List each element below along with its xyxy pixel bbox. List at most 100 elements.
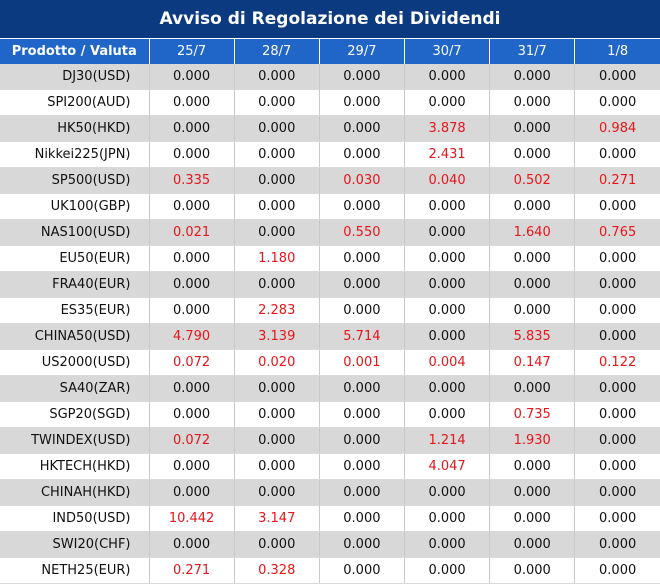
value-cell: 0.000: [149, 89, 235, 116]
value-cell: 0.000: [404, 64, 491, 90]
value-cell: 0.000: [319, 479, 405, 506]
value-cell: 0.000: [574, 375, 660, 402]
value-cell: 0.271: [574, 167, 660, 194]
value-cell: 10.442: [149, 505, 235, 532]
value-cell: 0.000: [489, 115, 576, 142]
value-cell: 0.000: [149, 453, 235, 480]
table-row: FRA40(EUR) 0.000 0.000 0.000 0.000 0.000 0.000: [0, 271, 660, 298]
dividend-table: Prodotto / Valuta 25/7 28/7 29/7 30/7 31…: [0, 39, 660, 584]
value-cell: 0.000: [404, 375, 491, 402]
value-cell: 0.000: [489, 271, 576, 298]
value-cell: 0.021: [149, 219, 235, 246]
table-row: SPI200(AUD) 0.000 0.000 0.000 0.000 0.000 0.00…: [0, 89, 660, 116]
value-cell: 0.000: [149, 245, 235, 272]
table-row: EU50(EUR) 0.000 1.180 0.000 0.000 0.000 0.000: [0, 245, 660, 272]
product-cell: IND50(USD): [0, 505, 150, 532]
value-cell: 0.000: [574, 479, 660, 506]
value-cell: 0.000: [489, 193, 576, 220]
value-cell: 0.000: [574, 505, 660, 532]
table-row: SGP20(SGD) 0.000 0.000 0.000 0.000 0.735 0.000: [0, 401, 660, 428]
value-cell: 0.000: [149, 401, 235, 428]
product-cell: CHINAH(HKD): [0, 479, 150, 506]
value-cell: 4.790: [149, 323, 235, 350]
table-row: IND50(USD) 10.442 3.147 0.000 0.000 0.000 0.00…: [0, 505, 660, 532]
value-cell: 0.000: [319, 453, 405, 480]
value-cell: 0.000: [319, 401, 405, 428]
value-cell: 0.984: [574, 115, 660, 142]
value-cell: 0.000: [234, 115, 320, 142]
value-cell: 0.000: [149, 531, 235, 558]
value-cell: 0.000: [319, 271, 405, 298]
value-cell: 0.000: [404, 479, 491, 506]
value-cell: 0.000: [234, 141, 320, 168]
product-cell: UK100(GBP): [0, 193, 150, 220]
product-cell: FRA40(EUR): [0, 271, 150, 298]
value-cell: 0.328: [234, 557, 320, 584]
value-cell: 5.714: [319, 323, 405, 350]
table-row: SP500(USD) 0.335 0.000 0.030 0.040 0.502 0.271: [0, 167, 660, 194]
value-cell: 0.000: [234, 64, 320, 90]
value-cell: 0.735: [489, 401, 576, 428]
value-cell: 1.214: [404, 427, 491, 454]
value-cell: 0.000: [574, 141, 660, 168]
value-cell: 0.000: [319, 297, 405, 324]
value-cell: 0.502: [489, 167, 576, 194]
value-cell: 0.000: [149, 64, 235, 90]
value-cell: 0.000: [319, 89, 405, 116]
value-cell: 0.000: [234, 193, 320, 220]
value-cell: 0.000: [489, 64, 576, 90]
value-cell: 0.000: [234, 89, 320, 116]
value-cell: 0.030: [319, 167, 405, 194]
value-cell: 1.930: [489, 427, 576, 454]
value-cell: 0.000: [149, 297, 235, 324]
value-cell: 0.000: [319, 427, 405, 454]
value-cell: 4.047: [404, 453, 491, 480]
value-cell: 0.020: [234, 349, 320, 376]
product-cell: NAS100(USD): [0, 219, 150, 246]
product-cell: CHINA50(USD): [0, 323, 150, 350]
value-cell: 0.000: [574, 427, 660, 454]
value-cell: 0.000: [319, 115, 405, 142]
table-row: NETH25(EUR) 0.271 0.328 0.000 0.000 0.000 0.00…: [0, 557, 660, 584]
value-cell: 0.000: [234, 427, 320, 454]
value-cell: 0.550: [319, 219, 405, 246]
value-cell: 0.335: [149, 167, 235, 194]
value-cell: 0.000: [574, 245, 660, 272]
value-cell: 0.000: [234, 167, 320, 194]
value-cell: 0.000: [574, 297, 660, 324]
table-row: CHINAH(HKD) 0.000 0.000 0.000 0.000 0.000 0.00…: [0, 479, 660, 506]
value-cell: 0.000: [234, 453, 320, 480]
value-cell: 0.000: [404, 557, 491, 584]
value-cell: 5.835: [489, 323, 576, 350]
value-cell: 0.000: [489, 479, 576, 506]
column-header-date: 29/7: [319, 39, 405, 64]
value-cell: 0.765: [574, 219, 660, 246]
value-cell: 0.000: [404, 323, 491, 350]
value-cell: 0.000: [319, 557, 405, 584]
value-cell: 0.000: [149, 375, 235, 402]
value-cell: 0.000: [234, 375, 320, 402]
value-cell: 0.004: [404, 349, 491, 376]
value-cell: 0.000: [404, 297, 491, 324]
value-cell: 0.000: [574, 323, 660, 350]
column-header-product: Prodotto / Valuta: [0, 39, 150, 64]
column-header-date: 1/8: [574, 39, 660, 64]
value-cell: 0.000: [404, 89, 491, 116]
table-body: DJ30(USD) 0.000 0.000 0.000 0.000 0.000 0.000 S…: [0, 64, 660, 584]
value-cell: 0.000: [489, 375, 576, 402]
table-row: HKTECH(HKD) 0.000 0.000 0.000 4.047 0.000 0.00…: [0, 453, 660, 480]
value-cell: 0.000: [319, 141, 405, 168]
value-cell: 0.147: [489, 349, 576, 376]
value-cell: 1.180: [234, 245, 320, 272]
value-cell: 2.283: [234, 297, 320, 324]
value-cell: 0.000: [574, 401, 660, 428]
column-header-date: 30/7: [404, 39, 491, 64]
value-cell: 0.000: [489, 453, 576, 480]
value-cell: 0.000: [149, 271, 235, 298]
value-cell: 0.000: [319, 245, 405, 272]
product-cell: TWINDEX(USD): [0, 427, 150, 454]
value-cell: 0.000: [404, 505, 491, 532]
value-cell: 0.000: [149, 141, 235, 168]
value-cell: 0.072: [149, 349, 235, 376]
value-cell: 0.000: [319, 505, 405, 532]
